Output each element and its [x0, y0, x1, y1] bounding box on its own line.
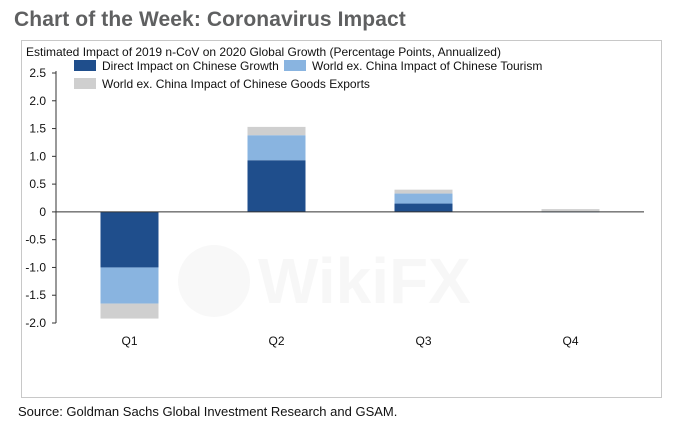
- bars: [100, 126, 600, 319]
- y-tick-label: 1.0: [29, 149, 46, 163]
- bar-q2-series-1: [247, 160, 306, 212]
- chart-svg: Estimated Impact of 2019 n-CoV on 2020 G…: [25, 45, 644, 348]
- bar-q2-series-3: [247, 126, 306, 136]
- y-tick-label: 0: [39, 205, 46, 219]
- bar-q1-series-1: [100, 211, 159, 268]
- bar-q1-series-3: [100, 303, 159, 319]
- y-tick-label: 1.5: [29, 122, 46, 136]
- y-tick-label: -1.0: [25, 260, 46, 274]
- y-tick-label: 2.5: [29, 66, 46, 80]
- x-axis: Q1 Q2 Q3 Q4: [56, 211, 644, 348]
- bar-q3-series-3: [394, 189, 453, 194]
- legend-swatch: [284, 60, 306, 71]
- bar-q3-series-2: [394, 193, 453, 204]
- x-tick-label: Q1: [121, 334, 137, 348]
- chart-title: Estimated Impact of 2019 n-CoV on 2020 G…: [26, 45, 501, 59]
- x-tick-label: Q3: [415, 334, 431, 348]
- legend-swatch: [74, 78, 96, 89]
- x-tick-label: Q2: [268, 334, 284, 348]
- y-tick-label: 2.0: [29, 94, 46, 108]
- watermark: WikiFX: [178, 245, 471, 317]
- watermark-logo-icon: [178, 245, 250, 317]
- bar-q1-series-2: [100, 267, 159, 304]
- watermark-text: WikiFX: [258, 245, 471, 317]
- legend-label: World ex. China Impact of Chinese Touris…: [312, 59, 542, 73]
- chart-frame: Estimated Impact of 2019 n-CoV on 2020 G…: [21, 40, 662, 398]
- legend: Direct Impact on Chinese Growth World ex.…: [74, 59, 542, 91]
- bar-q2-series-2: [247, 135, 306, 161]
- legend-label: World ex. China Impact of Chinese Goods …: [102, 77, 370, 91]
- y-axis: 2.5 2.0 1.5 1.0 0.5 0 -0.5 -1.0 -1.5 -2.0: [25, 66, 57, 330]
- bar-q4-series-3: [541, 209, 600, 212]
- y-tick-label: 0.5: [29, 177, 46, 191]
- y-tick-label: -1.5: [25, 288, 46, 302]
- legend-label: Direct Impact on Chinese Growth: [102, 59, 279, 73]
- y-tick-label: -0.5: [25, 233, 46, 247]
- source-note: Source: Goldman Sachs Global Investment …: [18, 404, 398, 419]
- bar-q3-series-1: [394, 203, 453, 212]
- legend-swatch: [74, 60, 96, 71]
- page-title: Chart of the Week: Coronavirus Impact: [14, 8, 406, 31]
- x-tick-label: Q4: [562, 334, 578, 348]
- y-tick-label: -2.0: [25, 316, 46, 330]
